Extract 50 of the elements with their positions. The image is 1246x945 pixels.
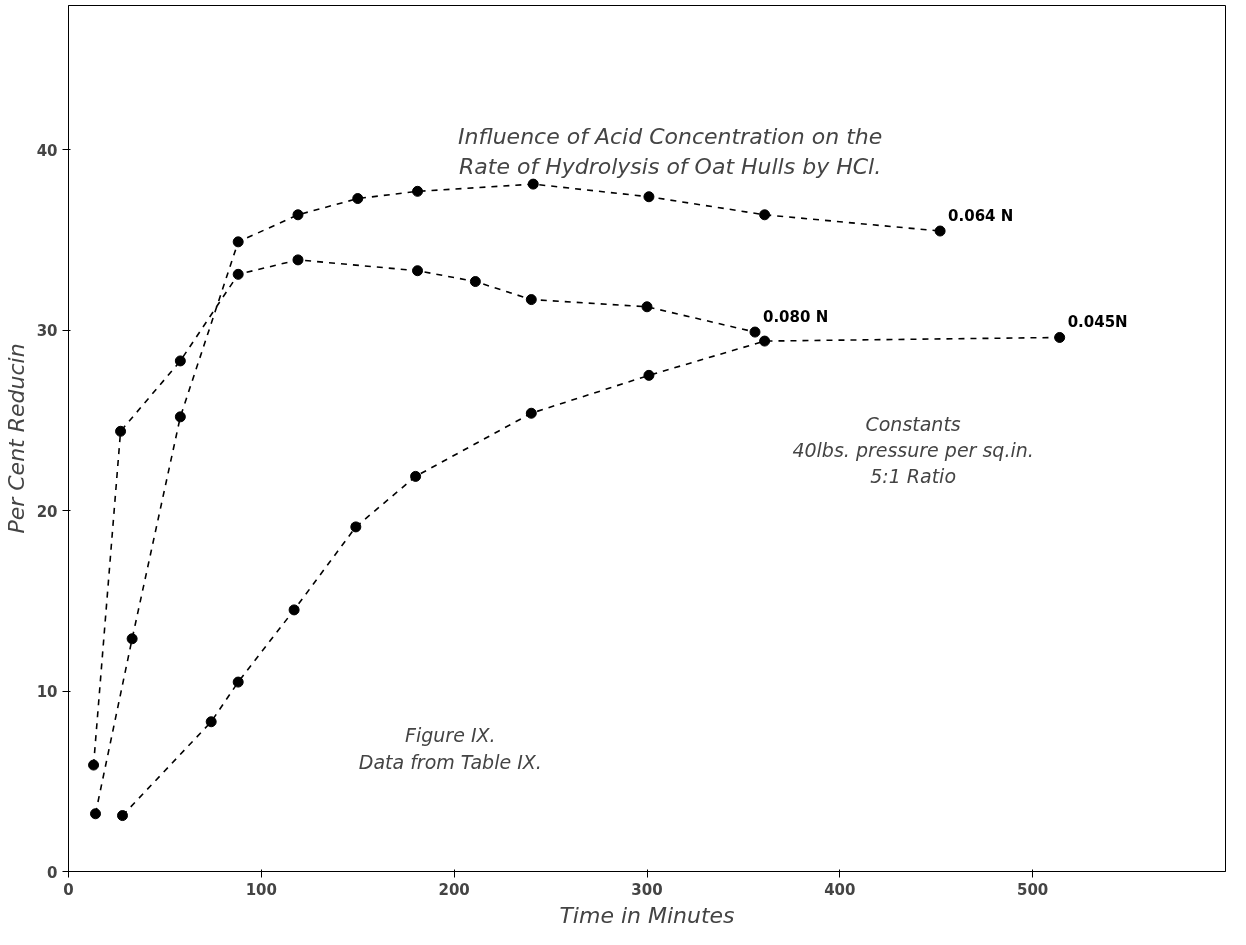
y-tick-label: 40	[36, 141, 58, 160]
x-tick-label: 0	[63, 880, 74, 899]
y-axis-title: Per Cent Reducin	[3, 343, 29, 534]
point	[116, 810, 128, 822]
point	[469, 276, 481, 288]
point	[525, 294, 537, 306]
point	[126, 633, 138, 645]
point	[934, 225, 946, 237]
point	[643, 191, 655, 203]
x-tick-label: 200	[438, 880, 470, 899]
x-tick-label: 100	[245, 880, 277, 899]
point	[288, 604, 300, 616]
point	[759, 335, 771, 347]
point	[115, 425, 127, 437]
point	[232, 236, 244, 248]
series-label: 0.045N	[1067, 313, 1128, 332]
series-label: 0.080 N	[762, 308, 829, 327]
point	[412, 265, 424, 277]
point	[641, 301, 653, 313]
point	[1054, 331, 1066, 343]
annotation: Constants 40lbs. pressure per sq.in. 5:1 Ratio	[792, 412, 1034, 488]
text: Influence of Acid Concentration on the Rate of Hydrolysis of Oat Hulls by HCl.	[458, 123, 883, 179]
y-tick-label: 20	[36, 502, 58, 521]
point	[410, 470, 422, 482]
x-tick-label: 400	[824, 880, 856, 899]
point	[643, 369, 655, 381]
point	[174, 411, 186, 423]
point	[292, 209, 304, 221]
point	[232, 676, 244, 688]
x-axis-title: Time in Minutes	[559, 902, 735, 928]
point	[527, 178, 539, 190]
point	[350, 521, 362, 533]
y-tick-label: 0	[47, 863, 58, 882]
point	[205, 716, 217, 728]
point	[749, 326, 761, 338]
point	[525, 407, 537, 419]
point	[292, 254, 304, 266]
point	[352, 193, 364, 205]
point	[174, 355, 186, 367]
series-label: 0.064 N	[948, 207, 1014, 226]
y-tick-label: 10	[36, 683, 58, 702]
x-tick-label: 500	[1017, 880, 1049, 899]
annotation: Figure IX. Data from Table IX.	[358, 724, 542, 773]
point	[90, 808, 101, 820]
point	[412, 185, 424, 197]
point	[88, 759, 100, 771]
y-tick-label: 30	[36, 322, 58, 341]
point	[759, 209, 771, 221]
point	[232, 268, 244, 280]
x-tick-label: 300	[631, 880, 663, 899]
